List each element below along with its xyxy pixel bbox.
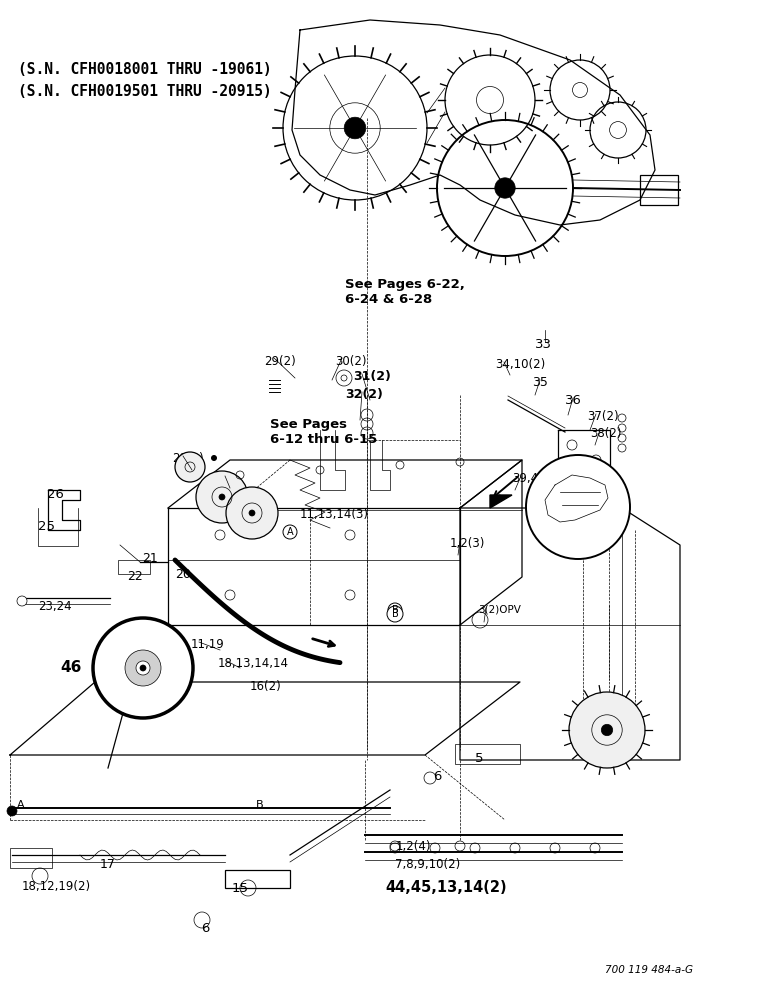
- Text: 34,10(2): 34,10(2): [495, 358, 545, 371]
- Circle shape: [140, 665, 146, 671]
- Text: 1,2(3): 1,2(3): [450, 537, 486, 550]
- Circle shape: [125, 650, 161, 686]
- Text: 30(2): 30(2): [335, 355, 367, 368]
- Text: 27: 27: [218, 472, 235, 485]
- Text: 25: 25: [38, 520, 55, 533]
- Text: 6: 6: [433, 770, 442, 783]
- Text: See Pages 6-22,
6-24 & 6-28: See Pages 6-22, 6-24 & 6-28: [345, 278, 465, 306]
- Circle shape: [495, 178, 515, 198]
- Text: 42(2): 42(2): [562, 490, 594, 503]
- Circle shape: [219, 494, 225, 500]
- Text: 38(2): 38(2): [590, 427, 621, 440]
- Circle shape: [93, 618, 193, 718]
- Text: 31(2): 31(2): [353, 370, 391, 383]
- Text: 11,13,14(3): 11,13,14(3): [300, 508, 369, 521]
- Text: A: A: [17, 800, 25, 810]
- Text: 33: 33: [535, 338, 552, 351]
- Text: 17: 17: [100, 858, 116, 871]
- Text: 6: 6: [201, 922, 209, 935]
- Text: 18,13,14,14: 18,13,14,14: [218, 657, 289, 670]
- Text: 22: 22: [127, 570, 143, 583]
- Circle shape: [175, 452, 205, 482]
- Circle shape: [7, 806, 17, 816]
- Text: 26: 26: [47, 488, 64, 501]
- Text: 35: 35: [532, 376, 548, 389]
- Text: 39,40,41(2): 39,40,41(2): [512, 472, 581, 485]
- Text: 37(2): 37(2): [587, 410, 618, 423]
- Text: A: A: [286, 527, 293, 537]
- Circle shape: [249, 510, 255, 516]
- Text: See Pages
6-12 thru 6-15: See Pages 6-12 thru 6-15: [270, 418, 378, 446]
- Text: 18,12,19(2): 18,12,19(2): [22, 880, 91, 893]
- Circle shape: [526, 455, 630, 559]
- Circle shape: [569, 692, 645, 768]
- Text: 20: 20: [175, 568, 191, 581]
- Text: 28(2): 28(2): [172, 452, 204, 465]
- Text: 11,19: 11,19: [191, 638, 225, 651]
- Text: B: B: [391, 605, 398, 615]
- Circle shape: [211, 455, 217, 461]
- Text: 15: 15: [232, 882, 249, 895]
- Text: 7,8,9,10(2): 7,8,9,10(2): [395, 858, 460, 871]
- Text: (S.N. CFH0018001 THRU -19061): (S.N. CFH0018001 THRU -19061): [18, 62, 272, 77]
- Text: B: B: [391, 609, 398, 619]
- Circle shape: [196, 471, 248, 523]
- Text: 1,2(4): 1,2(4): [396, 840, 432, 853]
- Text: 21: 21: [142, 552, 157, 565]
- Circle shape: [17, 596, 27, 606]
- Text: 5: 5: [475, 752, 483, 765]
- Circle shape: [136, 661, 150, 675]
- Text: 32(2): 32(2): [345, 388, 383, 401]
- Text: 29(2): 29(2): [264, 355, 296, 368]
- Text: (S.N. CFH0019501 THRU -20915): (S.N. CFH0019501 THRU -20915): [18, 84, 272, 99]
- Polygon shape: [490, 495, 512, 508]
- Text: 43(6): 43(6): [580, 535, 611, 548]
- Circle shape: [226, 487, 278, 539]
- Text: 36: 36: [565, 394, 582, 407]
- Circle shape: [344, 117, 366, 139]
- Text: 3(2)OPV: 3(2)OPV: [478, 604, 521, 614]
- Text: 46: 46: [60, 660, 81, 675]
- Text: 4: 4: [580, 720, 588, 733]
- Text: 16(2): 16(2): [250, 680, 282, 693]
- Text: 700 119 484-a-G: 700 119 484-a-G: [605, 965, 693, 975]
- Text: 23,24: 23,24: [38, 600, 72, 613]
- Circle shape: [387, 606, 403, 622]
- Circle shape: [601, 724, 613, 736]
- Text: 44,45,13,14(2): 44,45,13,14(2): [385, 880, 506, 895]
- Text: B: B: [256, 800, 263, 810]
